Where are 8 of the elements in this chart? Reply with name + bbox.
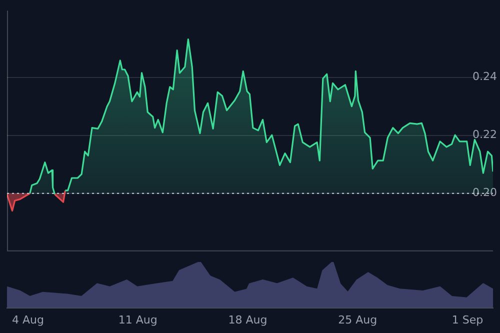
x-tick-label: 1 Sep bbox=[452, 313, 484, 326]
x-tick-label: 4 Aug bbox=[12, 313, 44, 326]
y-tick-label: 0.20 bbox=[472, 186, 497, 200]
x-tick-label: 25 Aug bbox=[338, 313, 378, 326]
x-tick-label: 11 Aug bbox=[118, 313, 158, 326]
y-tick-label: 0.24 bbox=[472, 70, 497, 84]
x-tick-label: 18 Aug bbox=[228, 313, 268, 326]
y-tick-label: 0.22 bbox=[472, 128, 497, 142]
